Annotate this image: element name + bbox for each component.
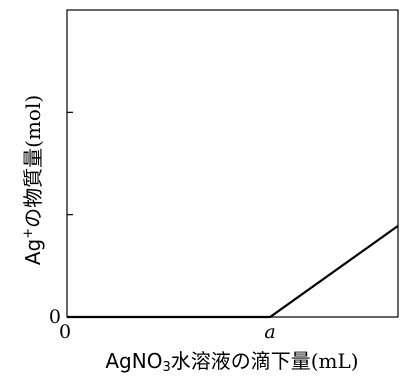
x-tick-label-0: 0	[59, 321, 71, 343]
series-line	[67, 225, 399, 319]
y-axis-label: Ag+の物質量(mol)	[21, 95, 45, 265]
y-ticks	[67, 111, 73, 216]
y-tick-label-0: 0	[49, 306, 61, 328]
plot-frame	[66, 9, 399, 318]
x-tick-label-1: a	[264, 321, 275, 343]
x-axis-label: AgNO3水溶液の滴下量(mL)	[105, 349, 358, 375]
y-tick-labels: 0	[49, 306, 61, 328]
